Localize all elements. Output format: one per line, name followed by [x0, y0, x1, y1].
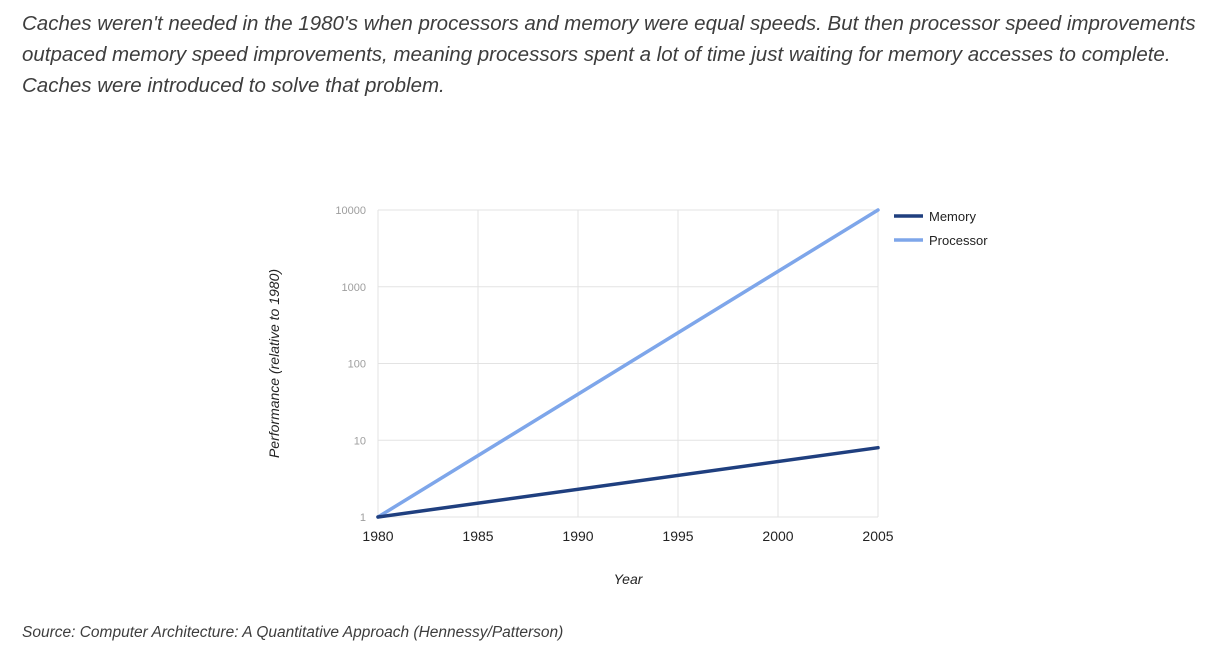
- series-line-processor: [376, 208, 880, 519]
- intro-line-2: outpaced memory speed improvements, mean…: [22, 43, 1171, 66]
- x-tick-label-1980: 1980: [362, 528, 393, 544]
- y-tick-label-1000: 1000: [342, 282, 366, 294]
- chart-legend: Memory Processor: [894, 209, 988, 248]
- chart-ticks: 1 10 100 1000 10000 1980 1985 1990 1995 2000 2005: [335, 205, 893, 544]
- intro-line-3: Caches were introduced to solve that pro…: [22, 74, 445, 97]
- intro-paragraph: Caches weren't needed in the 1980's when…: [22, 8, 1202, 101]
- x-tick-label-2005: 2005: [862, 528, 893, 544]
- legend-label-processor: Processor: [929, 233, 988, 248]
- y-axis-title: Performance (relative to 1980): [266, 269, 282, 458]
- x-tick-label-2000: 2000: [762, 528, 793, 544]
- y-tick-label-1: 1: [360, 512, 366, 524]
- series-line-memory: [376, 445, 880, 519]
- y-tick-label-10: 10: [354, 435, 366, 447]
- x-tick-label-1985: 1985: [462, 528, 493, 544]
- y-tick-label-10000: 10000: [335, 205, 366, 217]
- x-axis-title: Year: [614, 571, 644, 587]
- legend-label-memory: Memory: [929, 209, 976, 224]
- chart-series: [376, 208, 880, 519]
- y-tick-label-100: 100: [348, 359, 366, 371]
- source-caption: Source: Computer Architecture: A Quantit…: [22, 624, 564, 641]
- x-tick-label-1990: 1990: [562, 528, 593, 544]
- chart-grid: [377, 209, 879, 518]
- x-tick-label-1995: 1995: [662, 528, 693, 544]
- intro-line-1: Caches weren't needed in the 1980's when…: [22, 12, 1196, 35]
